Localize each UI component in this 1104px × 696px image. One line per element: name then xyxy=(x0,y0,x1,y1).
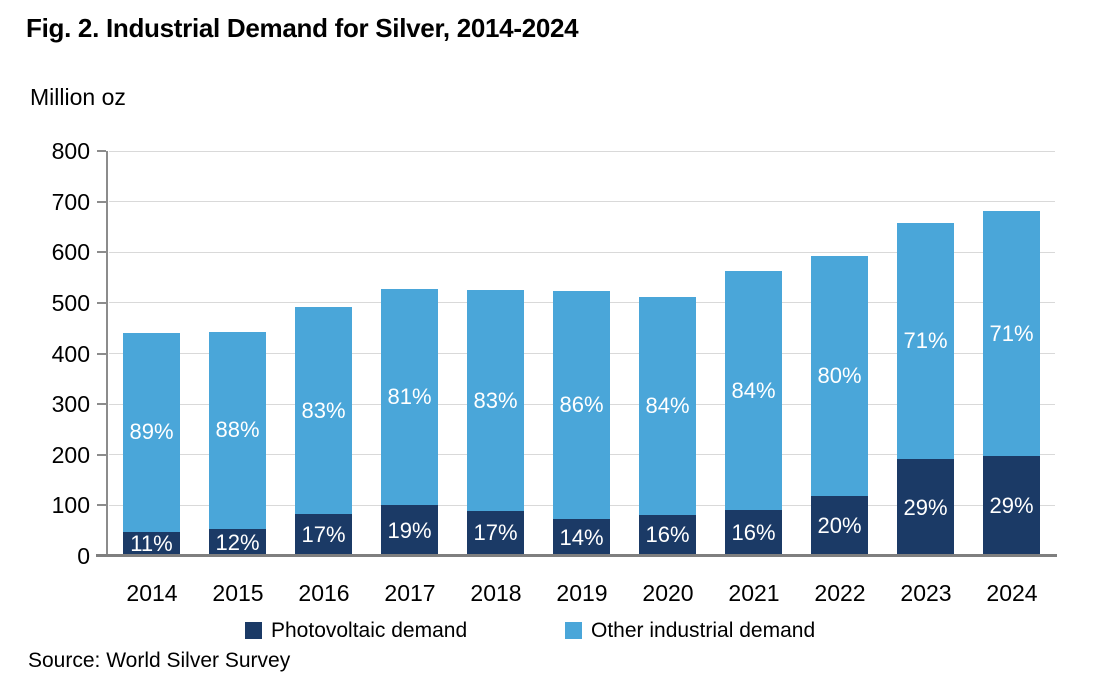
photovoltaic-segment-2018: 17% xyxy=(467,510,524,556)
other-industrial-segment-2015: 88% xyxy=(209,331,266,530)
bar-2014: 11% 89% xyxy=(109,151,195,556)
photovoltaic-segment-2019: 14% xyxy=(553,519,610,556)
gridline-600 xyxy=(109,251,1055,253)
photovoltaic-segment-2014: 11% xyxy=(123,530,180,556)
y-tick-700 xyxy=(97,200,106,203)
x-axis-label-2015: 2015 xyxy=(212,580,264,606)
segment-share-label: 14% xyxy=(559,524,604,550)
plot-area: 11% 89% 12% 88% 17% 83% 19% 81% 17% 83% 14% 86% 16% 8… xyxy=(97,150,1055,557)
y-tick-600 xyxy=(97,251,106,254)
y-axis-tick-label: 100 xyxy=(51,492,90,519)
photovoltaic-segment-2015: 12% xyxy=(209,529,266,556)
x-axis-label-2019: 2019 xyxy=(556,580,608,606)
bar-2024: 29% 71% xyxy=(969,151,1055,556)
segment-share-label: 71% xyxy=(903,328,948,354)
y-tick-500 xyxy=(97,301,106,304)
y-axis-tick-label: 400 xyxy=(51,340,90,367)
photovoltaic-segment-2023: 29% xyxy=(897,459,954,556)
segment-share-label: 83% xyxy=(301,397,346,423)
x-axis-label-2023: 2023 xyxy=(900,580,952,606)
y-axis-tick-label: 600 xyxy=(51,239,90,266)
segment-share-label: 83% xyxy=(473,387,518,413)
other-industrial-segment-2024: 71% xyxy=(983,211,1040,457)
legend-label: Other industrial demand xyxy=(591,619,816,642)
y-axis-line xyxy=(106,151,108,556)
y-tick-800 xyxy=(97,150,106,152)
y-tick-200 xyxy=(97,453,106,456)
other-industrial-segment-2023: 71% xyxy=(897,223,954,460)
legend-label: Photovoltaic demand xyxy=(271,619,468,642)
segment-share-label: 86% xyxy=(559,392,604,418)
y-axis-tick-label: 800 xyxy=(51,138,90,164)
x-axis-label-2020: 2020 xyxy=(642,580,694,606)
bar-2018: 17% 83% xyxy=(453,151,539,556)
bar-2021: 16% 84% xyxy=(711,151,797,556)
y-tick-100 xyxy=(97,504,106,507)
segment-share-label: 16% xyxy=(645,522,690,548)
bar-2023: 29% 71% xyxy=(883,151,969,556)
segment-share-label: 20% xyxy=(817,513,862,539)
legend-item-other-industrial: Other industrial demand xyxy=(565,618,815,643)
segment-share-label: 89% xyxy=(129,419,174,445)
y-tick-400 xyxy=(97,352,106,355)
legend-swatch-icon xyxy=(245,622,262,640)
segment-share-label: 81% xyxy=(387,384,432,410)
bar-2016: 17% 83% xyxy=(281,151,367,556)
segment-share-label: 71% xyxy=(989,320,1034,346)
other-industrial-segment-2022: 80% xyxy=(811,256,868,497)
photovoltaic-segment-2024: 29% xyxy=(983,456,1040,556)
bar-2019: 14% 86% xyxy=(539,151,625,556)
photovoltaic-segment-2017: 19% xyxy=(381,505,438,556)
bar-2020: 16% 84% xyxy=(625,151,711,556)
bar-2022: 20% 80% xyxy=(797,151,883,556)
y-tick-300 xyxy=(97,403,106,406)
y-axis-tick-label: 300 xyxy=(51,391,90,418)
other-industrial-segment-2014: 89% xyxy=(123,333,180,532)
other-industrial-segment-2021: 84% xyxy=(725,270,782,511)
other-industrial-segment-2017: 81% xyxy=(381,289,438,506)
other-industrial-segment-2016: 83% xyxy=(295,307,352,514)
x-axis-label-2024: 2024 xyxy=(986,580,1038,606)
x-axis-label-2014: 2014 xyxy=(126,580,178,606)
legend-swatch-icon xyxy=(565,622,582,640)
segment-share-label: 11% xyxy=(130,530,173,556)
bar-2017: 19% 81% xyxy=(367,151,453,556)
segment-share-label: 12% xyxy=(215,529,260,555)
segment-share-label: 88% xyxy=(215,417,260,443)
y-axis-tick-label: 0 xyxy=(77,543,90,569)
x-axis-label-2018: 2018 xyxy=(470,580,522,606)
gridline-800 xyxy=(109,150,1055,152)
segment-share-label: 84% xyxy=(645,392,690,418)
bar-2015: 12% 88% xyxy=(195,151,281,556)
source-note: Source: World Silver Survey xyxy=(28,649,291,672)
gridline-700 xyxy=(109,201,1055,203)
other-industrial-segment-2019: 86% xyxy=(553,291,610,520)
segment-share-label: 80% xyxy=(817,363,862,389)
segment-share-label: 84% xyxy=(731,377,776,403)
y-axis-tick-label: 200 xyxy=(51,441,90,468)
photovoltaic-segment-2020: 16% xyxy=(639,514,696,556)
segment-share-label: 17% xyxy=(473,520,518,546)
segment-share-label: 29% xyxy=(903,494,948,520)
legend-item-photovoltaic: Photovoltaic demand xyxy=(245,618,467,643)
segment-share-label: 16% xyxy=(731,520,776,546)
photovoltaic-segment-2022: 20% xyxy=(811,496,868,556)
x-axis-label-2017: 2017 xyxy=(384,580,436,606)
photovoltaic-segment-2016: 17% xyxy=(295,513,352,556)
segment-share-label: 29% xyxy=(989,493,1034,519)
y-axis-unit-label: Million oz xyxy=(30,84,126,110)
y-axis-tick-label: 700 xyxy=(51,188,90,215)
x-axis-label-2016: 2016 xyxy=(298,580,350,606)
figure-title: Fig. 2. Industrial Demand for Silver, 20… xyxy=(26,13,579,43)
x-axis-line xyxy=(96,554,1057,557)
x-axis-label-2022: 2022 xyxy=(814,580,866,606)
other-industrial-segment-2020: 84% xyxy=(639,296,696,515)
segment-share-label: 17% xyxy=(301,521,346,547)
other-industrial-segment-2018: 83% xyxy=(467,290,524,511)
segment-share-label: 19% xyxy=(387,517,432,543)
photovoltaic-segment-2021: 16% xyxy=(725,510,782,556)
x-axis-label-2021: 2021 xyxy=(728,580,780,606)
y-axis-tick-label: 500 xyxy=(51,289,90,316)
